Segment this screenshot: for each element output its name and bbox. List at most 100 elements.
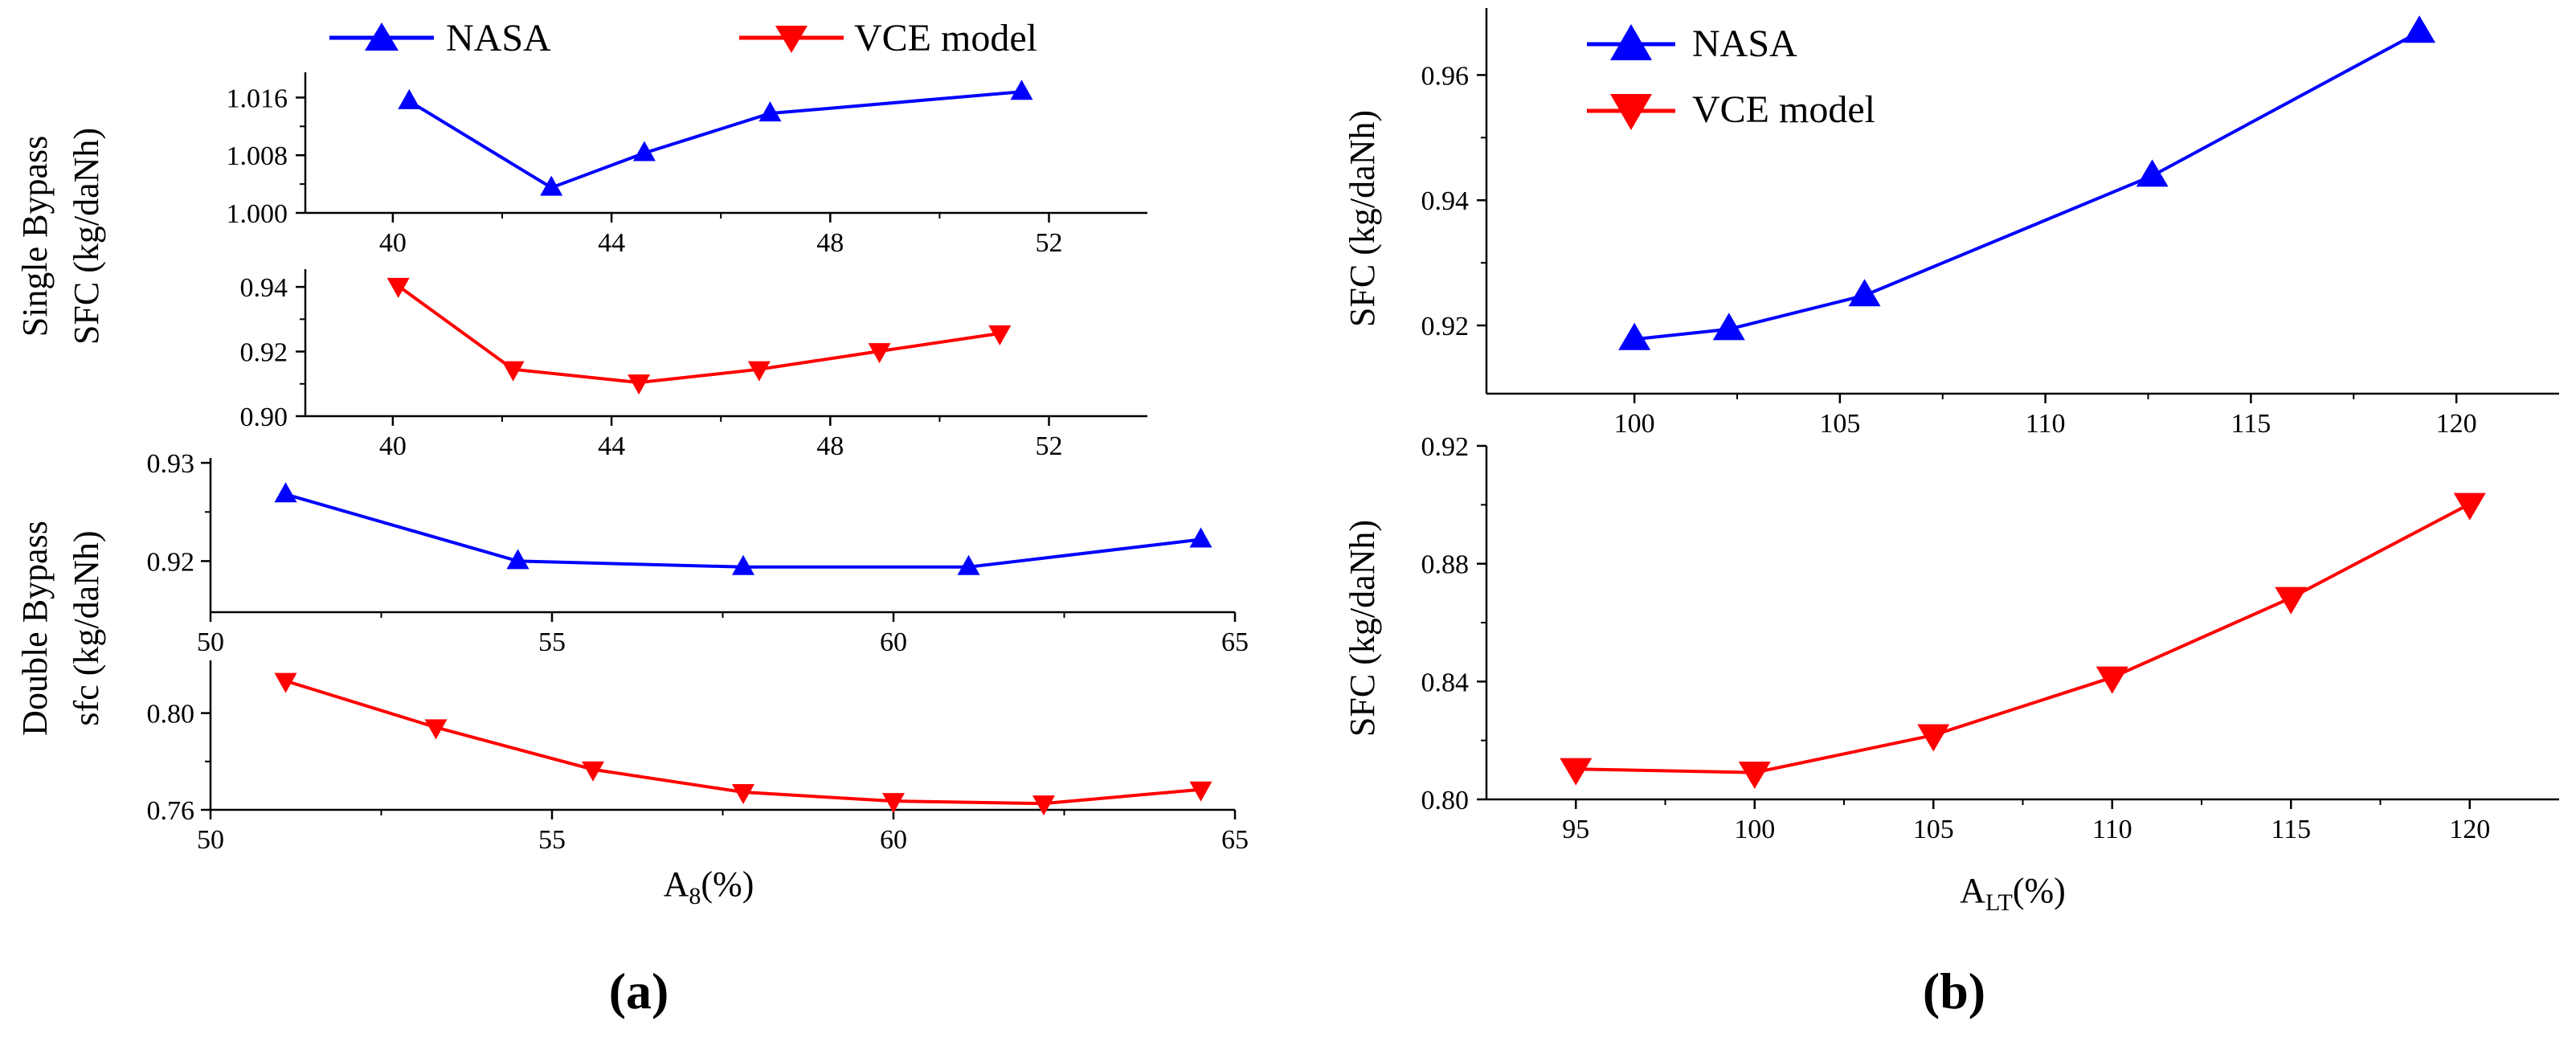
x-tick-label-a1: 52 <box>1036 228 1063 258</box>
x-tick-label-a4: 60 <box>880 825 907 855</box>
data-point-a2 <box>988 325 1012 346</box>
xlabel-b-base: A <box>1960 871 1985 910</box>
y-tick-label-b2: 0.84 <box>1421 668 1470 697</box>
group-label-double-line2: sfc (kg/daNh) <box>67 530 106 725</box>
x-tick-label-a4: 50 <box>197 825 224 855</box>
data-point-a4 <box>732 784 754 805</box>
x-tick-label-b1: 115 <box>2231 409 2271 439</box>
series-line-b1 <box>1634 30 2421 341</box>
data-point-a1 <box>1010 80 1033 100</box>
ylabel-b-bottom: SFC (kg/daNh) <box>1343 520 1382 737</box>
legend-b-nasa-label: NASA <box>1692 22 1797 65</box>
x-tick-label-b2: 120 <box>2449 815 2490 844</box>
x-tick-label-a2: 48 <box>816 431 844 461</box>
x-tick-label-a2: 44 <box>598 431 625 461</box>
x-tick-label-a1: 48 <box>816 228 844 258</box>
x-tick-label-b2: 100 <box>1734 815 1775 844</box>
x-tick-label-b1: 120 <box>2436 409 2477 439</box>
group-label-double: Double Bypass sfc (kg/daNh) <box>15 521 106 736</box>
data-point-a4 <box>274 672 297 693</box>
xlabel-b: ALT(%) <box>1960 871 2066 916</box>
x-tick-label-b1: 100 <box>1614 409 1655 439</box>
chart-b2: 95 100 105 110 115 120 0.80 0.84 0.88 0.92 <box>1421 432 2559 844</box>
data-point-b1 <box>2403 15 2436 43</box>
chart-b1: 100 105 110 115 120 0.92 0.94 0.96 <box>1421 8 2559 439</box>
data-point-a3 <box>506 549 530 570</box>
group-label-single: Single Bypass SFC (kg/daNh) <box>15 128 106 345</box>
x-tick-label-b2: 105 <box>1913 815 1954 844</box>
legend-b: NASA VCE model <box>1587 22 1875 131</box>
legend-a-nasa-label: NASA <box>446 17 551 59</box>
x-tick-label-a4: 55 <box>538 825 566 855</box>
group-label-double-line1: Double Bypass <box>15 521 55 736</box>
y-tick-label-b1: 0.94 <box>1421 186 1470 216</box>
y-tick-label-b2: 0.80 <box>1421 786 1470 815</box>
data-point-a2 <box>868 343 891 364</box>
xlabel-a-sub: 8 <box>689 883 701 909</box>
y-tick-label-a3: 0.93 <box>147 449 195 479</box>
y-tick-label-a1: 1.008 <box>227 141 288 171</box>
data-point-b2 <box>2453 492 2486 521</box>
xlabel-b-sub: LT <box>1985 889 2013 916</box>
group-label-single-line1: Single Bypass <box>15 136 55 337</box>
group-label-single-line2: SFC (kg/daNh) <box>67 128 106 345</box>
data-point-b1 <box>1848 279 1881 307</box>
xlabel-b-unit: (%) <box>2013 871 2066 910</box>
data-point-a2 <box>747 361 771 382</box>
data-point-a1 <box>398 88 421 109</box>
data-point-a4 <box>424 719 448 740</box>
data-point-a1 <box>540 175 563 196</box>
chart-a4: 50 55 60 65 0.76 0.80 <box>147 660 1249 855</box>
x-tick-label-a3: 65 <box>1221 627 1249 657</box>
x-tick-label-b2: 95 <box>1562 815 1589 844</box>
x-tick-label-a1: 40 <box>379 228 407 258</box>
data-point-a4 <box>1032 795 1055 816</box>
x-tick-label-a2: 52 <box>1036 431 1063 461</box>
xlabel-a: A8(%) <box>664 864 754 909</box>
series-line-a2 <box>397 284 1000 385</box>
data-point-b2 <box>1917 724 1950 752</box>
data-point-b1 <box>2136 159 2169 187</box>
data-point-b2 <box>1738 762 1771 790</box>
y-tick-label-b1: 0.96 <box>1421 61 1470 91</box>
data-point-a1 <box>758 101 782 122</box>
y-tick-label-a1: 1.016 <box>227 84 288 113</box>
series-line-a1 <box>408 90 1022 190</box>
y-tick-label-a4: 0.76 <box>147 796 195 826</box>
plot-area: 40 44 48 52 1.000 1.008 1.016 40 44 48 52 0.90 0.92 0… <box>147 8 2559 855</box>
y-tick-label-b2: 0.92 <box>1421 432 1470 462</box>
legend-b-nasa-marker <box>1610 24 1652 60</box>
data-point-a3 <box>1189 527 1212 548</box>
y-tick-label-a2: 0.94 <box>240 273 288 303</box>
series-line-b2 <box>1576 502 2471 774</box>
data-point-a3 <box>957 554 980 575</box>
x-tick-label-a2: 40 <box>379 431 407 461</box>
y-tick-label-b2: 0.88 <box>1421 550 1470 580</box>
y-tick-label-a2: 0.92 <box>240 338 288 368</box>
x-tick-label-b1: 105 <box>1819 409 1860 439</box>
panel-label-a: (a) <box>609 962 669 1020</box>
data-point-a2 <box>501 361 525 382</box>
xlabel-a-unit: (%) <box>701 864 754 904</box>
data-point-a2 <box>628 374 651 395</box>
x-tick-label-a3: 55 <box>538 627 566 657</box>
x-tick-label-b1: 110 <box>2026 409 2066 439</box>
data-point-a3 <box>274 482 297 503</box>
chart-a1: 40 44 48 52 1.000 1.008 1.016 <box>227 72 1147 258</box>
data-point-b2 <box>2275 586 2308 615</box>
legend-a-nasa-marker <box>365 22 399 51</box>
data-point-a4 <box>582 761 604 782</box>
x-tick-label-a4: 65 <box>1221 825 1249 855</box>
data-point-b1 <box>1712 313 1745 341</box>
y-tick-label-a1: 1.000 <box>227 199 288 229</box>
y-tick-label-a2: 0.90 <box>240 402 288 432</box>
x-tick-label-b2: 115 <box>2271 815 2311 844</box>
x-tick-label-a3: 50 <box>197 627 224 657</box>
chart-a3: 50 55 60 65 0.92 0.93 <box>147 449 1249 657</box>
xlabel-a-base: A <box>664 864 689 904</box>
legend-b-vce-label: VCE model <box>1692 88 1875 131</box>
legend-a-vce-marker <box>775 26 808 53</box>
data-point-a4 <box>1189 781 1212 802</box>
data-point-a1 <box>632 141 656 161</box>
